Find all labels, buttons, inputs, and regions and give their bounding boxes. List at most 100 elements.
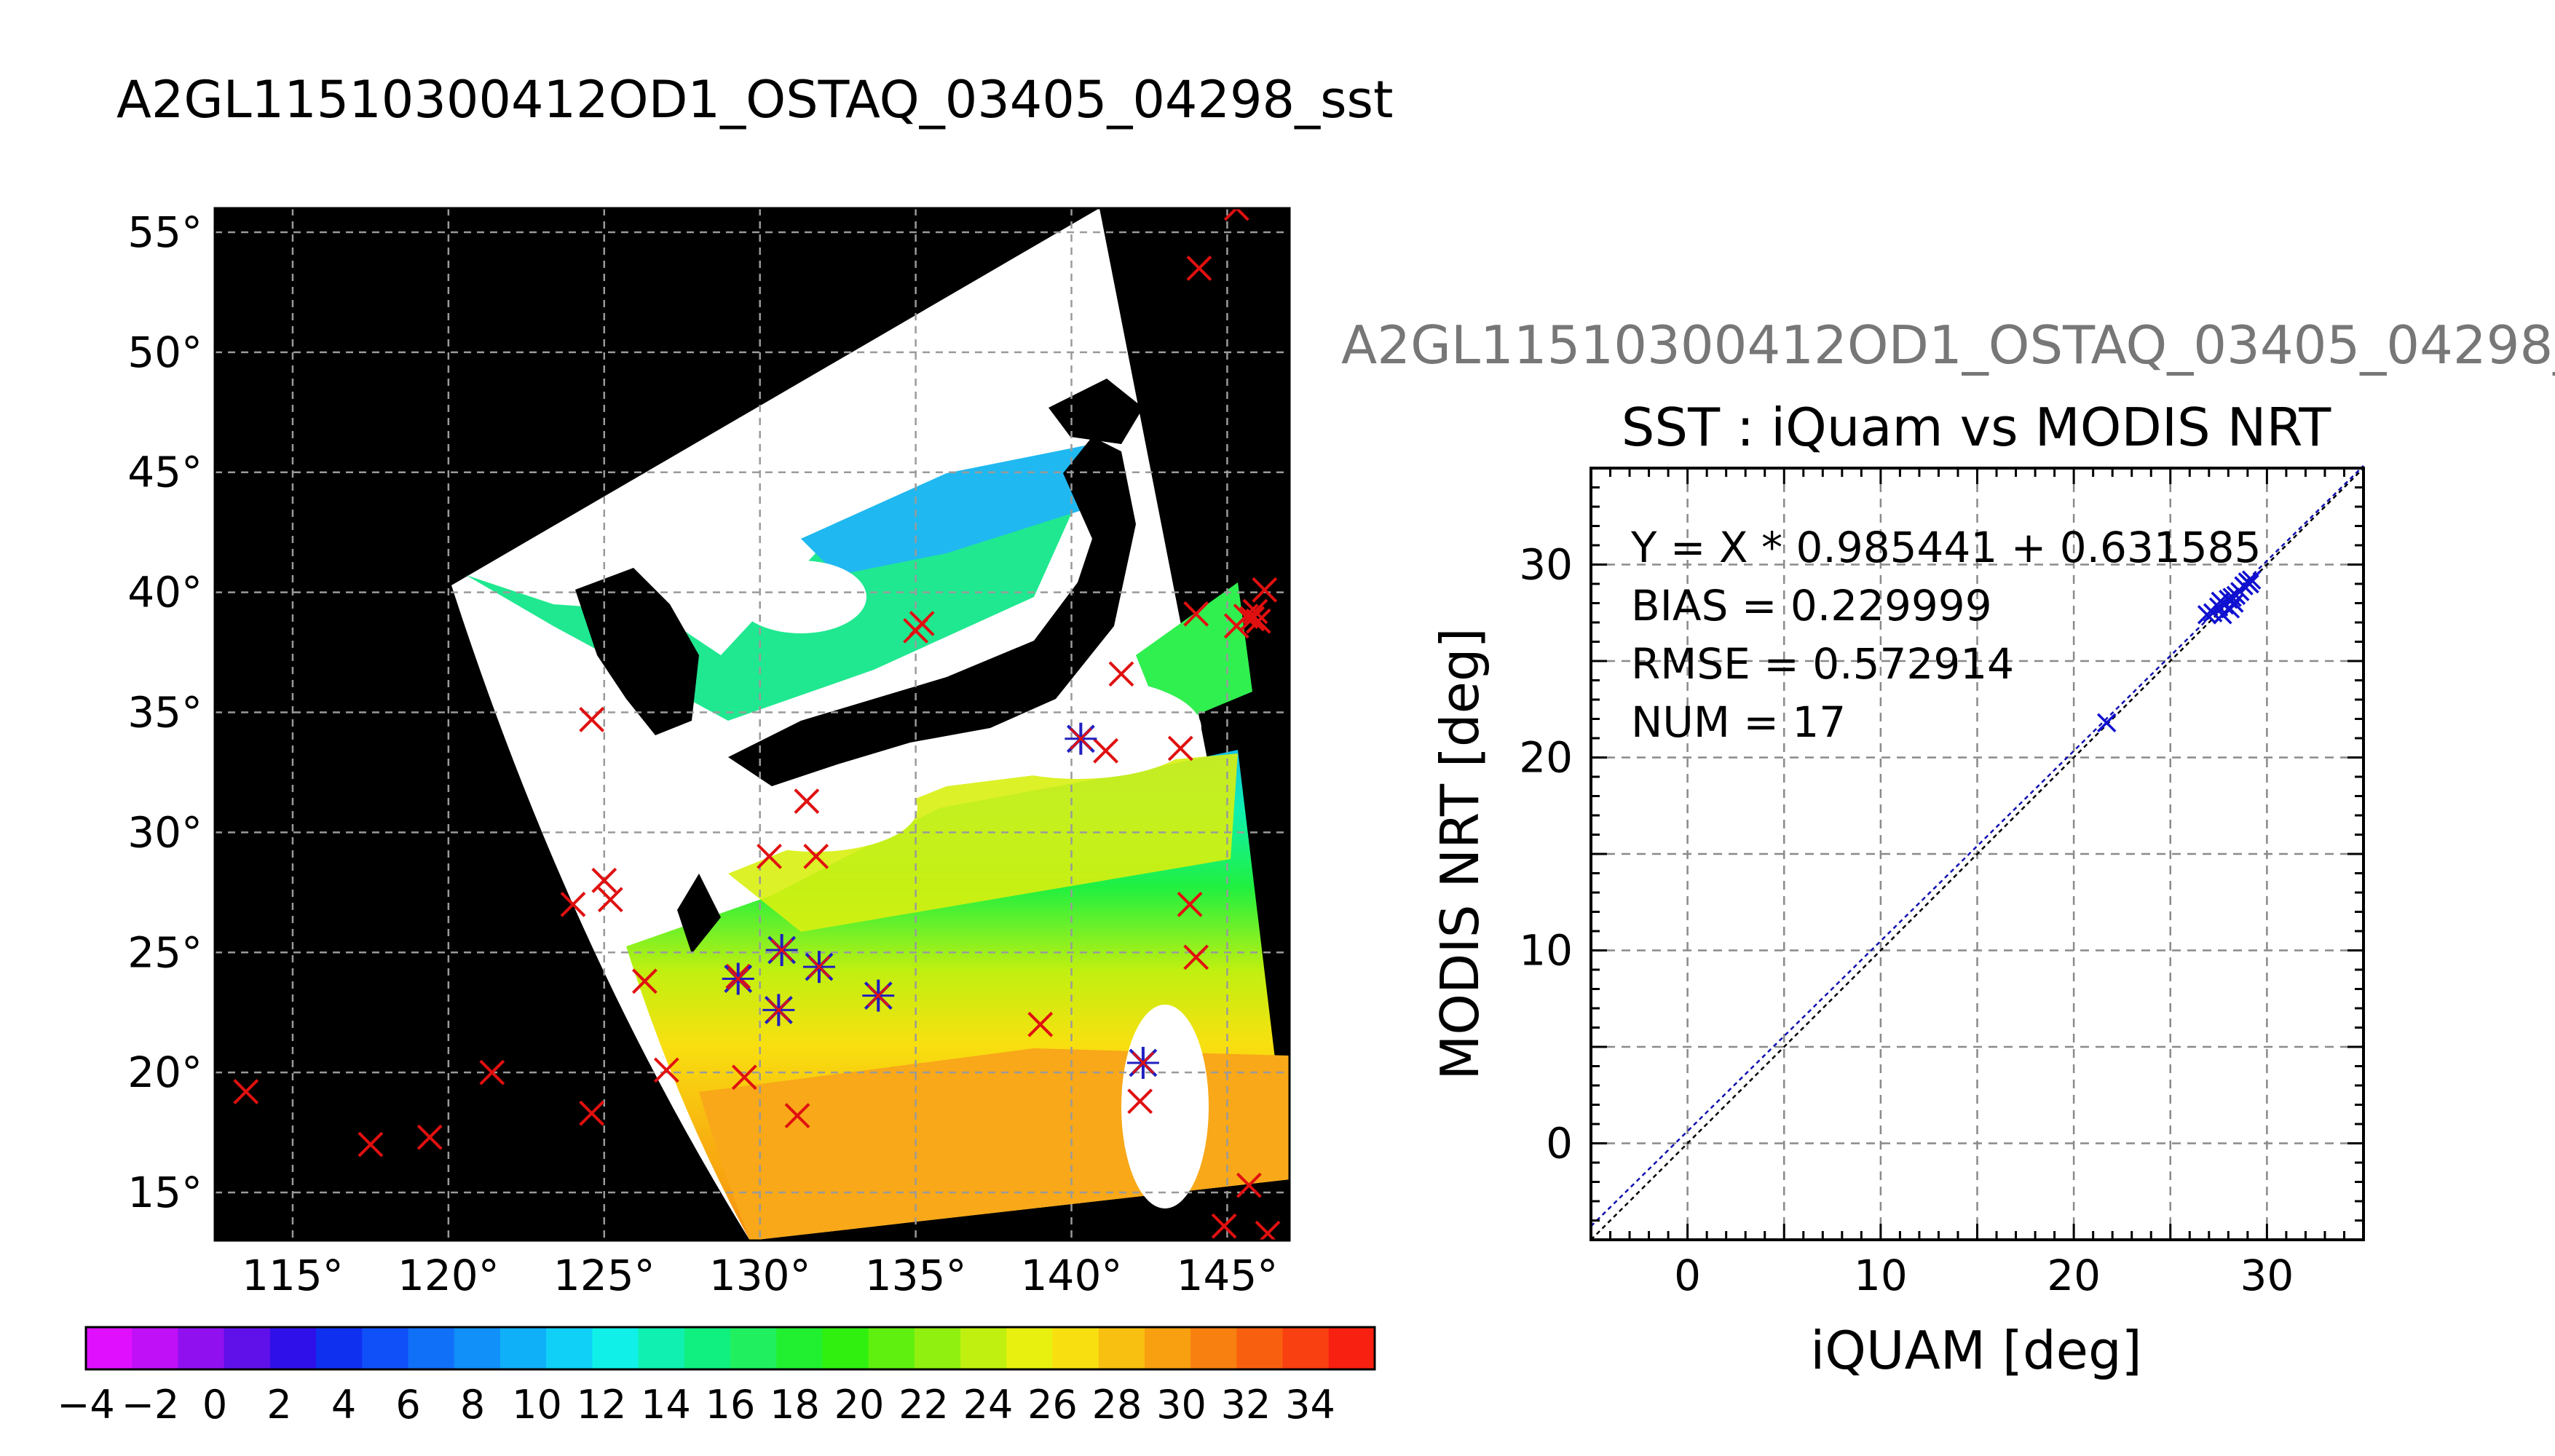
map-lat-tick-label: 40° [127,568,202,617]
scatter-points [2096,570,2262,733]
map-red-marker [1186,256,1212,281]
swath-sst-east [1136,582,1252,728]
map-lon-tick-label: 130° [709,1251,811,1300]
sst-map [215,208,1290,1241]
map-red-marker [1252,577,1278,603]
map-lat-tick-label: 25° [127,927,202,977]
scatter-point [2240,574,2259,594]
map-red-marker [631,968,657,994]
colorbar-tick-label: −4 [57,1382,115,1428]
scatter-fit-lines [1590,464,2364,1241]
colorbar-segment [868,1327,915,1369]
map-red-marker [1127,1088,1153,1115]
map-lon-tick-label: 140° [1021,1251,1123,1300]
colorbar-tick-label: 28 [1092,1382,1142,1428]
scatter-point [2096,713,2117,733]
map-lon-tick-label: 145° [1177,1251,1279,1300]
colorbar-segment [1236,1327,1284,1369]
scatter-title: SST : iQuam vs MODIS NRT [1622,397,2332,458]
map-red-marker [770,938,793,962]
colorbar-tick-label: −2 [122,1382,180,1428]
colorbar-segment [684,1327,731,1369]
scatter-annotations: Y = X * 0.985441 + 0.631585 BIAS = 0.2299… [1630,523,2261,747]
map-red-marker [1236,1172,1262,1198]
scatter-point [2241,570,2262,590]
map-red-marker [731,1064,757,1091]
colorbar [84,1326,1376,1371]
colorbar-segment [592,1327,639,1369]
scatter-ticks: 0 10 20 30 0 10 20 30 [1519,467,2365,1300]
colorbar-segment [960,1327,1008,1369]
colorbar-segment [408,1327,455,1369]
colorbar-tick-label: 2 [266,1382,291,1428]
colorbar-segment [822,1327,869,1369]
map-red-marker [1211,1213,1237,1239]
colorbar-tick-label: 10 [512,1382,562,1428]
map-red-marker [807,956,831,978]
colorbar-segment [269,1327,317,1369]
colorbar-tick-label: 32 [1221,1382,1271,1428]
colorbar-tick-label: 24 [963,1382,1014,1428]
map-red-marker [784,1103,810,1128]
map-red-marker [1245,608,1271,634]
map-red-marker [1183,601,1209,627]
colorbar-segment [914,1327,962,1369]
map-red-marker [1108,661,1134,687]
colorbar-segment [546,1327,593,1369]
map-lat-tick-label: 35° [127,688,202,737]
colorbar-segment [776,1327,824,1369]
swath-sst-nw [801,444,1107,575]
colorbar-tick-label: 16 [706,1382,756,1428]
colorbar-segment [499,1327,548,1369]
scatter-x-tick-label: 0 [1674,1251,1701,1300]
scatter-y-tick-label: 0 [1546,1119,1573,1168]
colorbar-segment [224,1327,271,1369]
map-red-marker [1239,606,1265,632]
scatter-y-tick-label: 30 [1519,540,1573,590]
colorbar-segment [1328,1327,1375,1369]
colorbar-segment [362,1327,409,1369]
map-frame [213,207,1291,1242]
map-red-marker [1223,208,1249,221]
scatter-annotation: BIAS = 0.229999 [1631,581,1992,630]
map-red-marker [358,1131,384,1158]
colorbar-segment [316,1327,363,1369]
map-red-marker [1093,737,1118,764]
map-markers [233,208,1281,1241]
map-red-marker [653,1057,679,1083]
map-red-marker [1070,727,1092,750]
scatter-x-tick-label: 30 [2240,1251,2294,1300]
map-red-marker [803,843,829,869]
colorbar-tick-label: 12 [577,1382,627,1428]
colorbar-segment [730,1327,778,1369]
map-red-marker [903,617,929,644]
identity-line [1590,467,2364,1241]
scatter-grid [1591,468,2364,1240]
map-red-marker [591,867,617,893]
map-red-marker [767,999,790,1021]
scatter-ylabel: MODIS NRT [deg] [1429,628,1490,1080]
map-lat-tick-label: 30° [127,807,202,857]
colorbar-tick-label: 18 [770,1382,820,1428]
land-hokkaido [1049,379,1143,444]
map-red-marker [1027,1011,1054,1037]
colorbar-segment [638,1327,685,1369]
swath-sst-yellow-band [728,753,1238,932]
colorbar-segment [1006,1327,1054,1369]
colorbar-segment [1098,1327,1145,1369]
colorbar-tick-label: 0 [202,1382,227,1428]
colorbar-tick-label: 22 [899,1382,949,1428]
map-lat-tick-label: 15° [127,1168,202,1217]
colorbar-tick-label: 6 [395,1382,420,1428]
colorbar-segment [86,1327,133,1369]
map-lon-tick-label: 135° [865,1251,967,1300]
map-red-marker [727,968,749,990]
colorbar-segment [1282,1327,1330,1369]
map-red-marker [597,887,623,913]
scatter-xlabel: iQUAM [deg] [1810,1320,2142,1381]
scatter-point [2213,605,2232,625]
scatter-y-tick-label: 10 [1519,926,1573,976]
scatter-annotation: Y = X * 0.985441 + 0.631585 [1630,523,2261,572]
scatter-x-tick-label: 20 [2047,1251,2101,1300]
